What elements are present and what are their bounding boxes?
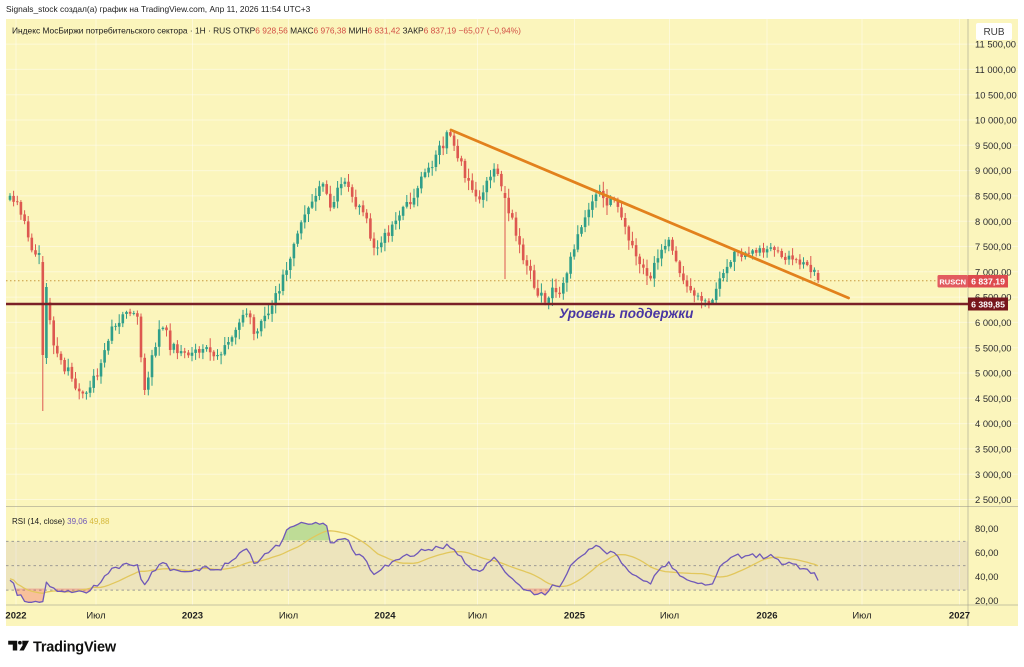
svg-text:RUB: RUB (983, 27, 1004, 38)
svg-text:4 500,00: 4 500,00 (975, 393, 1012, 404)
svg-text:2026: 2026 (756, 611, 777, 622)
svg-text:8 500,00: 8 500,00 (975, 191, 1012, 202)
svg-text:7 500,00: 7 500,00 (975, 241, 1012, 252)
svg-text:6 000,00: 6 000,00 (975, 317, 1012, 328)
svg-text:Июл: Июл (86, 611, 105, 622)
svg-text:2022: 2022 (5, 611, 26, 622)
svg-text:11 000,00: 11 000,00 (975, 64, 1016, 75)
svg-text:2025: 2025 (564, 611, 586, 622)
svg-text:10 000,00: 10 000,00 (975, 115, 1017, 126)
svg-text:3 000,00: 3 000,00 (975, 469, 1012, 480)
svg-text:Signals_stock создал(а) график: Signals_stock создал(а) график на Tradin… (6, 4, 311, 14)
svg-text:9 000,00: 9 000,00 (975, 165, 1012, 176)
svg-text:8 000,00: 8 000,00 (975, 216, 1012, 227)
svg-text:10 500,00: 10 500,00 (975, 89, 1017, 100)
svg-text:4 000,00: 4 000,00 (975, 418, 1012, 429)
svg-text:60,00: 60,00 (975, 547, 998, 558)
svg-text:Индекс МосБиржи потребительско: Индекс МосБиржи потребительского сектора… (12, 26, 521, 36)
svg-text:5 500,00: 5 500,00 (975, 342, 1012, 353)
svg-text:80,00: 80,00 (975, 523, 998, 534)
svg-text:5 000,00: 5 000,00 (975, 368, 1012, 379)
svg-text:Уровень поддержки: Уровень поддержки (559, 306, 694, 321)
svg-text:2027: 2027 (949, 611, 970, 622)
svg-text:2024: 2024 (374, 611, 396, 622)
svg-text:7 000,00: 7 000,00 (975, 266, 1012, 277)
svg-text:9 500,00: 9 500,00 (975, 140, 1012, 151)
svg-text:TradingView: TradingView (33, 640, 117, 656)
svg-text:RSI (14, close) 39,06 49,88: RSI (14, close) 39,06 49,88 (12, 517, 110, 526)
svg-text:11 500,00: 11 500,00 (975, 39, 1016, 50)
svg-text:Июл: Июл (468, 611, 487, 622)
svg-text:40,00: 40,00 (975, 571, 998, 582)
svg-text:3 500,00: 3 500,00 (975, 444, 1012, 455)
svg-text:2 500,00: 2 500,00 (975, 494, 1012, 505)
svg-text:Июл: Июл (852, 611, 871, 622)
svg-text:6 389,85: 6 389,85 (971, 300, 1005, 310)
svg-text:Июл: Июл (279, 611, 298, 622)
svg-text:RUSCN: RUSCN (939, 277, 966, 286)
svg-text:6 500,00: 6 500,00 (975, 292, 1012, 303)
svg-text:2023: 2023 (182, 611, 203, 622)
svg-text:Июл: Июл (660, 611, 679, 622)
svg-text:6 837,19: 6 837,19 (971, 277, 1005, 287)
svg-text:20,00: 20,00 (975, 595, 998, 606)
